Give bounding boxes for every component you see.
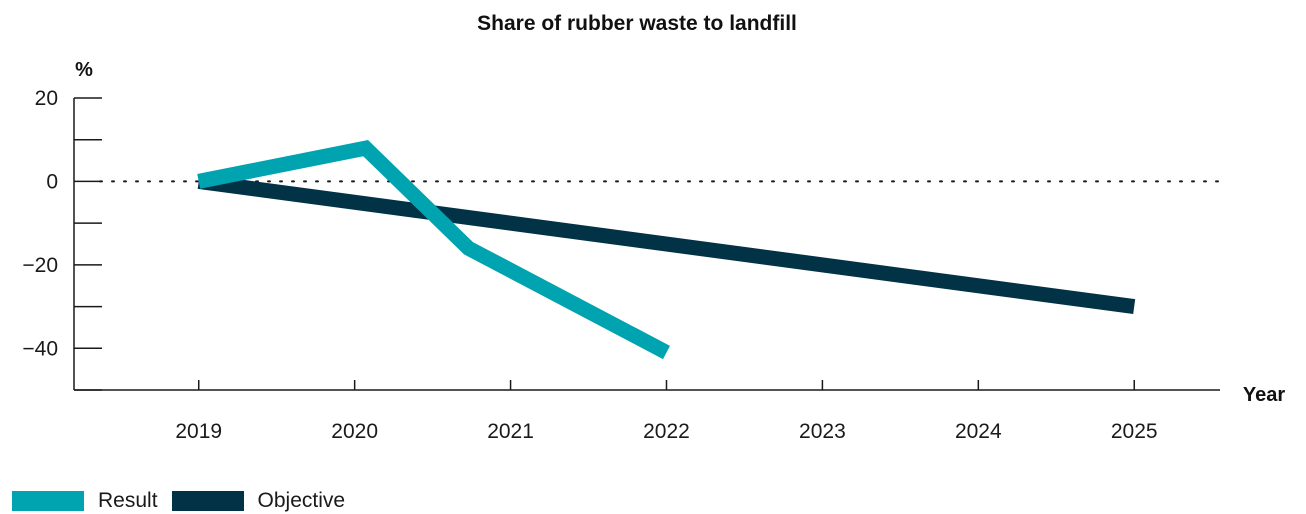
x-tick-label: 2025 <box>1111 420 1158 443</box>
y-axis-label: % <box>75 59 93 81</box>
chart: Share of rubber waste to landfill % Year… <box>22 12 1285 443</box>
x-tick-label: 2020 <box>331 420 378 443</box>
x-tick-label: 2024 <box>955 420 1002 443</box>
tick-labels: 20 0 −20 −40 2019 2020 2021 2022 2023 2024 2025 <box>22 87 1157 443</box>
x-tick-label: 2019 <box>175 420 222 443</box>
chart-title: Share of rubber waste to landfill <box>477 12 797 35</box>
legend: Result Objective <box>12 490 359 512</box>
series-layer <box>197 139 1136 360</box>
x-tick-label: 2023 <box>799 420 846 443</box>
y-tick-label: 20 <box>35 87 58 110</box>
legend-swatch-result <box>12 491 84 511</box>
y-tick-label: −40 <box>22 337 58 360</box>
y-tick-label: 0 <box>46 170 58 193</box>
legend-swatch-objective <box>171 491 244 511</box>
legend-label-result: Result <box>98 489 158 512</box>
series-line-result <box>197 139 670 360</box>
series-line-objective <box>197 173 1136 315</box>
legend-item-result: Result <box>12 490 158 512</box>
x-tick-label: 2022 <box>643 420 690 443</box>
x-tick-label: 2021 <box>487 420 534 443</box>
x-axis-label: Year <box>1243 384 1285 406</box>
legend-label-objective: Objective <box>257 489 346 512</box>
axes <box>73 97 1220 391</box>
legend-item-objective: Objective <box>171 489 346 512</box>
y-tick-label: −20 <box>22 254 58 277</box>
